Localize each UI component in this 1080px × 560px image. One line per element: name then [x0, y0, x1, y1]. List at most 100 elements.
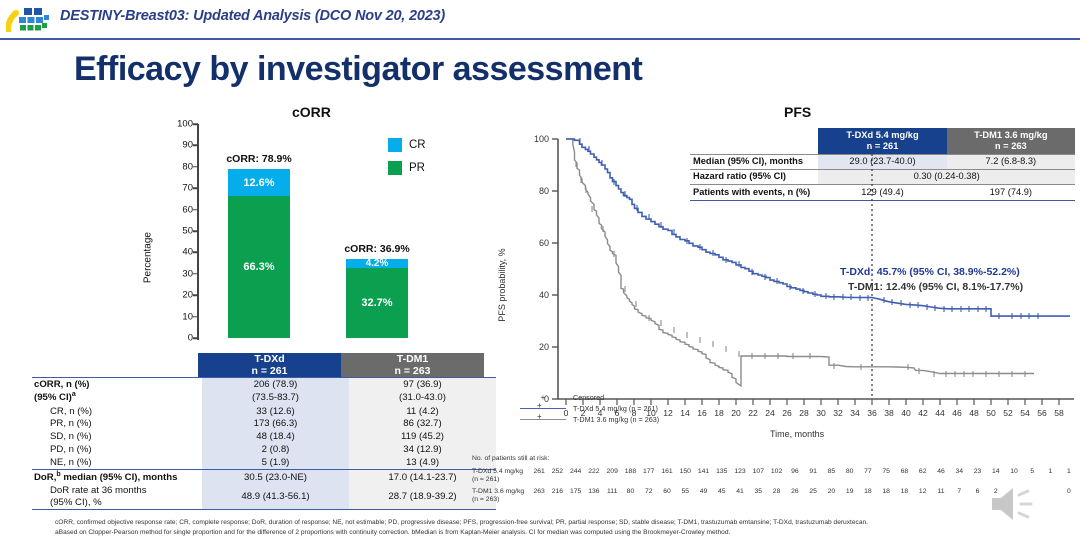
speaker-volume-icon[interactable]	[988, 484, 1040, 524]
km-curves-svg: 100 80 60 40 20 0	[534, 135, 1074, 418]
table-row: (95% CI)a (73.5-83.7) (31.0-43.0)	[32, 390, 496, 405]
row-value-corr-tdm1: 97 (36.9)	[349, 376, 496, 391]
svg-text:42: 42	[918, 408, 928, 418]
km-legend-tdm1: T-DM1 3.6 mg/kg (n = 263)	[520, 413, 659, 425]
row-value-sd-tdxd: 48 (18.4)	[202, 430, 349, 444]
slide-subtitle: DESTINY-Breast03: Updated Analysis (DCO …	[60, 8, 446, 24]
svg-text:40: 40	[901, 408, 911, 418]
km-x-axis-label: Time, months	[770, 429, 825, 439]
at-risk-values-tdxd: 261 252 244 222 209 188 177 161 150 141 135 12…	[533, 468, 1071, 475]
row-value-ne-tdm1: 13 (4.9)	[349, 456, 496, 470]
row-label-sd: SD, n (%)	[50, 431, 92, 443]
row-value-ne-tdxd: 5 (1.9)	[202, 456, 349, 470]
table-row: Patients with events, n (%) 129 (49.4) 1…	[690, 184, 1075, 201]
corr-tickmark	[193, 187, 198, 189]
svg-text:30: 30	[816, 408, 826, 418]
svg-text:36: 36	[867, 408, 877, 418]
row-value-pr-tdxd: 173 (66.3)	[202, 417, 349, 431]
table-row: CR, n (%) 33 (12.6) 11 (4.2)	[32, 404, 496, 418]
corr-ytick-10: 10	[182, 311, 193, 323]
bar-segment-cr-tdm1: 4.2%	[346, 258, 408, 269]
svg-text:0: 0	[564, 408, 569, 418]
svg-text:56: 56	[1037, 408, 1047, 418]
pfs-summary-table: T-DXd 5.4 mg/kg n = 261 T-DM1 3.6 mg/kg …	[690, 128, 1075, 201]
svg-text:24: 24	[765, 408, 775, 418]
legend-label-cr: CR	[409, 139, 426, 151]
row-value-sd-tdm1: 119 (45.2)	[349, 430, 496, 444]
pfs-row-label-events: Patients with events, n (%)	[690, 184, 819, 201]
table-header-row: T-DXd 5.4 mg/kg n = 261 T-DM1 3.6 mg/kg …	[690, 128, 1075, 154]
svg-text:50: 50	[986, 408, 996, 418]
corr-tickmark	[193, 166, 198, 168]
row-label-ne: NE, n (%)	[50, 457, 92, 469]
pfs-row-value-hr: 0.30 (0.24-0.38)	[818, 168, 1075, 185]
legend-label-pr: PR	[409, 162, 425, 174]
footnotes: cORR, confirmed objective response rate;…	[55, 518, 1070, 537]
svg-text:6: 6	[615, 408, 620, 418]
bar-segment-pr-tdxd: 66.3%	[228, 196, 290, 338]
corr-results-table: cORR, n (%) 206 (78.9) 97 (36.9) (95% CI…	[32, 376, 496, 511]
row-label-cr: CR, n (%)	[50, 405, 93, 417]
km-legend-line-tdxd	[520, 402, 566, 410]
group-header-tdm1: T-DM1 n = 263	[341, 353, 484, 377]
corr-group-header: T-DXd n = 261 T-DM1 n = 263	[198, 353, 484, 377]
row-value-pr-tdm1: 86 (32.7)	[349, 417, 496, 431]
svg-text:22: 22	[748, 408, 758, 418]
km-y-axis-label: PFS probability, %	[497, 248, 507, 322]
table-row: cORR, n (%) 206 (78.9) 97 (36.9)	[32, 376, 496, 391]
corr-legend: CR PR	[388, 138, 426, 184]
at-risk-label-tdxd: T-DXd 5.4 mg/kg (n = 261)	[472, 468, 523, 484]
svg-text:28: 28	[799, 408, 809, 418]
svg-text:60: 60	[539, 238, 549, 248]
svg-text:40: 40	[539, 290, 549, 300]
corr-ytick-20: 20	[182, 289, 193, 301]
row-label-pr: PR, n (%)	[50, 418, 92, 430]
group-header-tdm1-n: n = 263	[394, 365, 431, 377]
pfs-row-value-events-tdm1: 197 (74.9)	[946, 184, 1075, 201]
km-annotation-tdm1: T-DM1: 12.4% (95% CI, 8.1%-17.7%)	[848, 281, 1024, 293]
row-value-cr-tdxd: 33 (12.6)	[202, 404, 349, 418]
corr-ytick-70: 70	[182, 182, 193, 194]
svg-text:58: 58	[1054, 408, 1064, 418]
corr-ytick-80: 80	[182, 161, 193, 173]
svg-text:26: 26	[782, 408, 792, 418]
legend-item-cr: CR	[388, 138, 426, 152]
footnote-methods: aBased on Clopper-Pearson method for sin…	[55, 528, 731, 536]
km-legend-censored: + Censored	[520, 392, 659, 403]
svg-text:0: 0	[544, 394, 549, 404]
svg-text:54: 54	[1020, 408, 1030, 418]
header-divider	[0, 38, 1080, 40]
corr-tickmark	[193, 230, 198, 232]
pfs-header-tdm1: T-DM1 3.6 mg/kg n = 263	[946, 128, 1075, 154]
pfs-row-label-hr: Hazard ratio (95% CI)	[690, 168, 819, 185]
table-row: SD, n (%) 48 (18.4) 119 (45.2)	[32, 430, 496, 444]
row-label-corr: cORR, n (%)	[32, 376, 202, 391]
corr-tickmark	[193, 315, 198, 318]
svg-text:4: 4	[598, 408, 603, 418]
svg-text:100: 100	[534, 135, 549, 144]
bar-tdxd: cORR: 78.9% 12.6% 66.3%	[226, 153, 292, 338]
corr-ytick-0: 0	[187, 332, 193, 344]
table-row: NE, n (%) 5 (1.9) 13 (4.9)	[32, 456, 496, 470]
table-bottom-rule	[690, 199, 1075, 201]
corr-tickmark	[193, 337, 198, 339]
pfs-header-tdxd: T-DXd 5.4 mg/kg n = 261	[818, 128, 947, 154]
svg-text:52: 52	[1003, 408, 1013, 418]
legend-swatch-pr	[388, 161, 402, 175]
at-risk-label-tdm1: T-DM1 3.6 mg/kg (n = 263)	[472, 488, 525, 504]
row-value-dor-rate-tdxd: 48.9 (41.3-56.1)	[202, 484, 349, 511]
svg-text:16: 16	[697, 408, 707, 418]
group-header-tdxd-n: n = 261	[251, 365, 288, 377]
km-legend-line-tdm1	[520, 413, 566, 421]
corr-tickmark	[193, 251, 198, 254]
pfs-panel-title: PFS	[784, 104, 812, 120]
corr-tickmark	[193, 123, 198, 125]
svg-text:38: 38	[884, 408, 894, 418]
censored-marker-icon: +	[540, 393, 546, 402]
row-label-ci: (95% CI)a	[34, 391, 76, 404]
bar-segment-cr-tdxd: 12.6%	[228, 169, 290, 197]
svg-text:8: 8	[632, 408, 637, 418]
table-row: PR, n (%) 173 (66.3) 86 (32.7)	[32, 417, 496, 431]
corr-ytick-100: 100	[177, 118, 193, 130]
